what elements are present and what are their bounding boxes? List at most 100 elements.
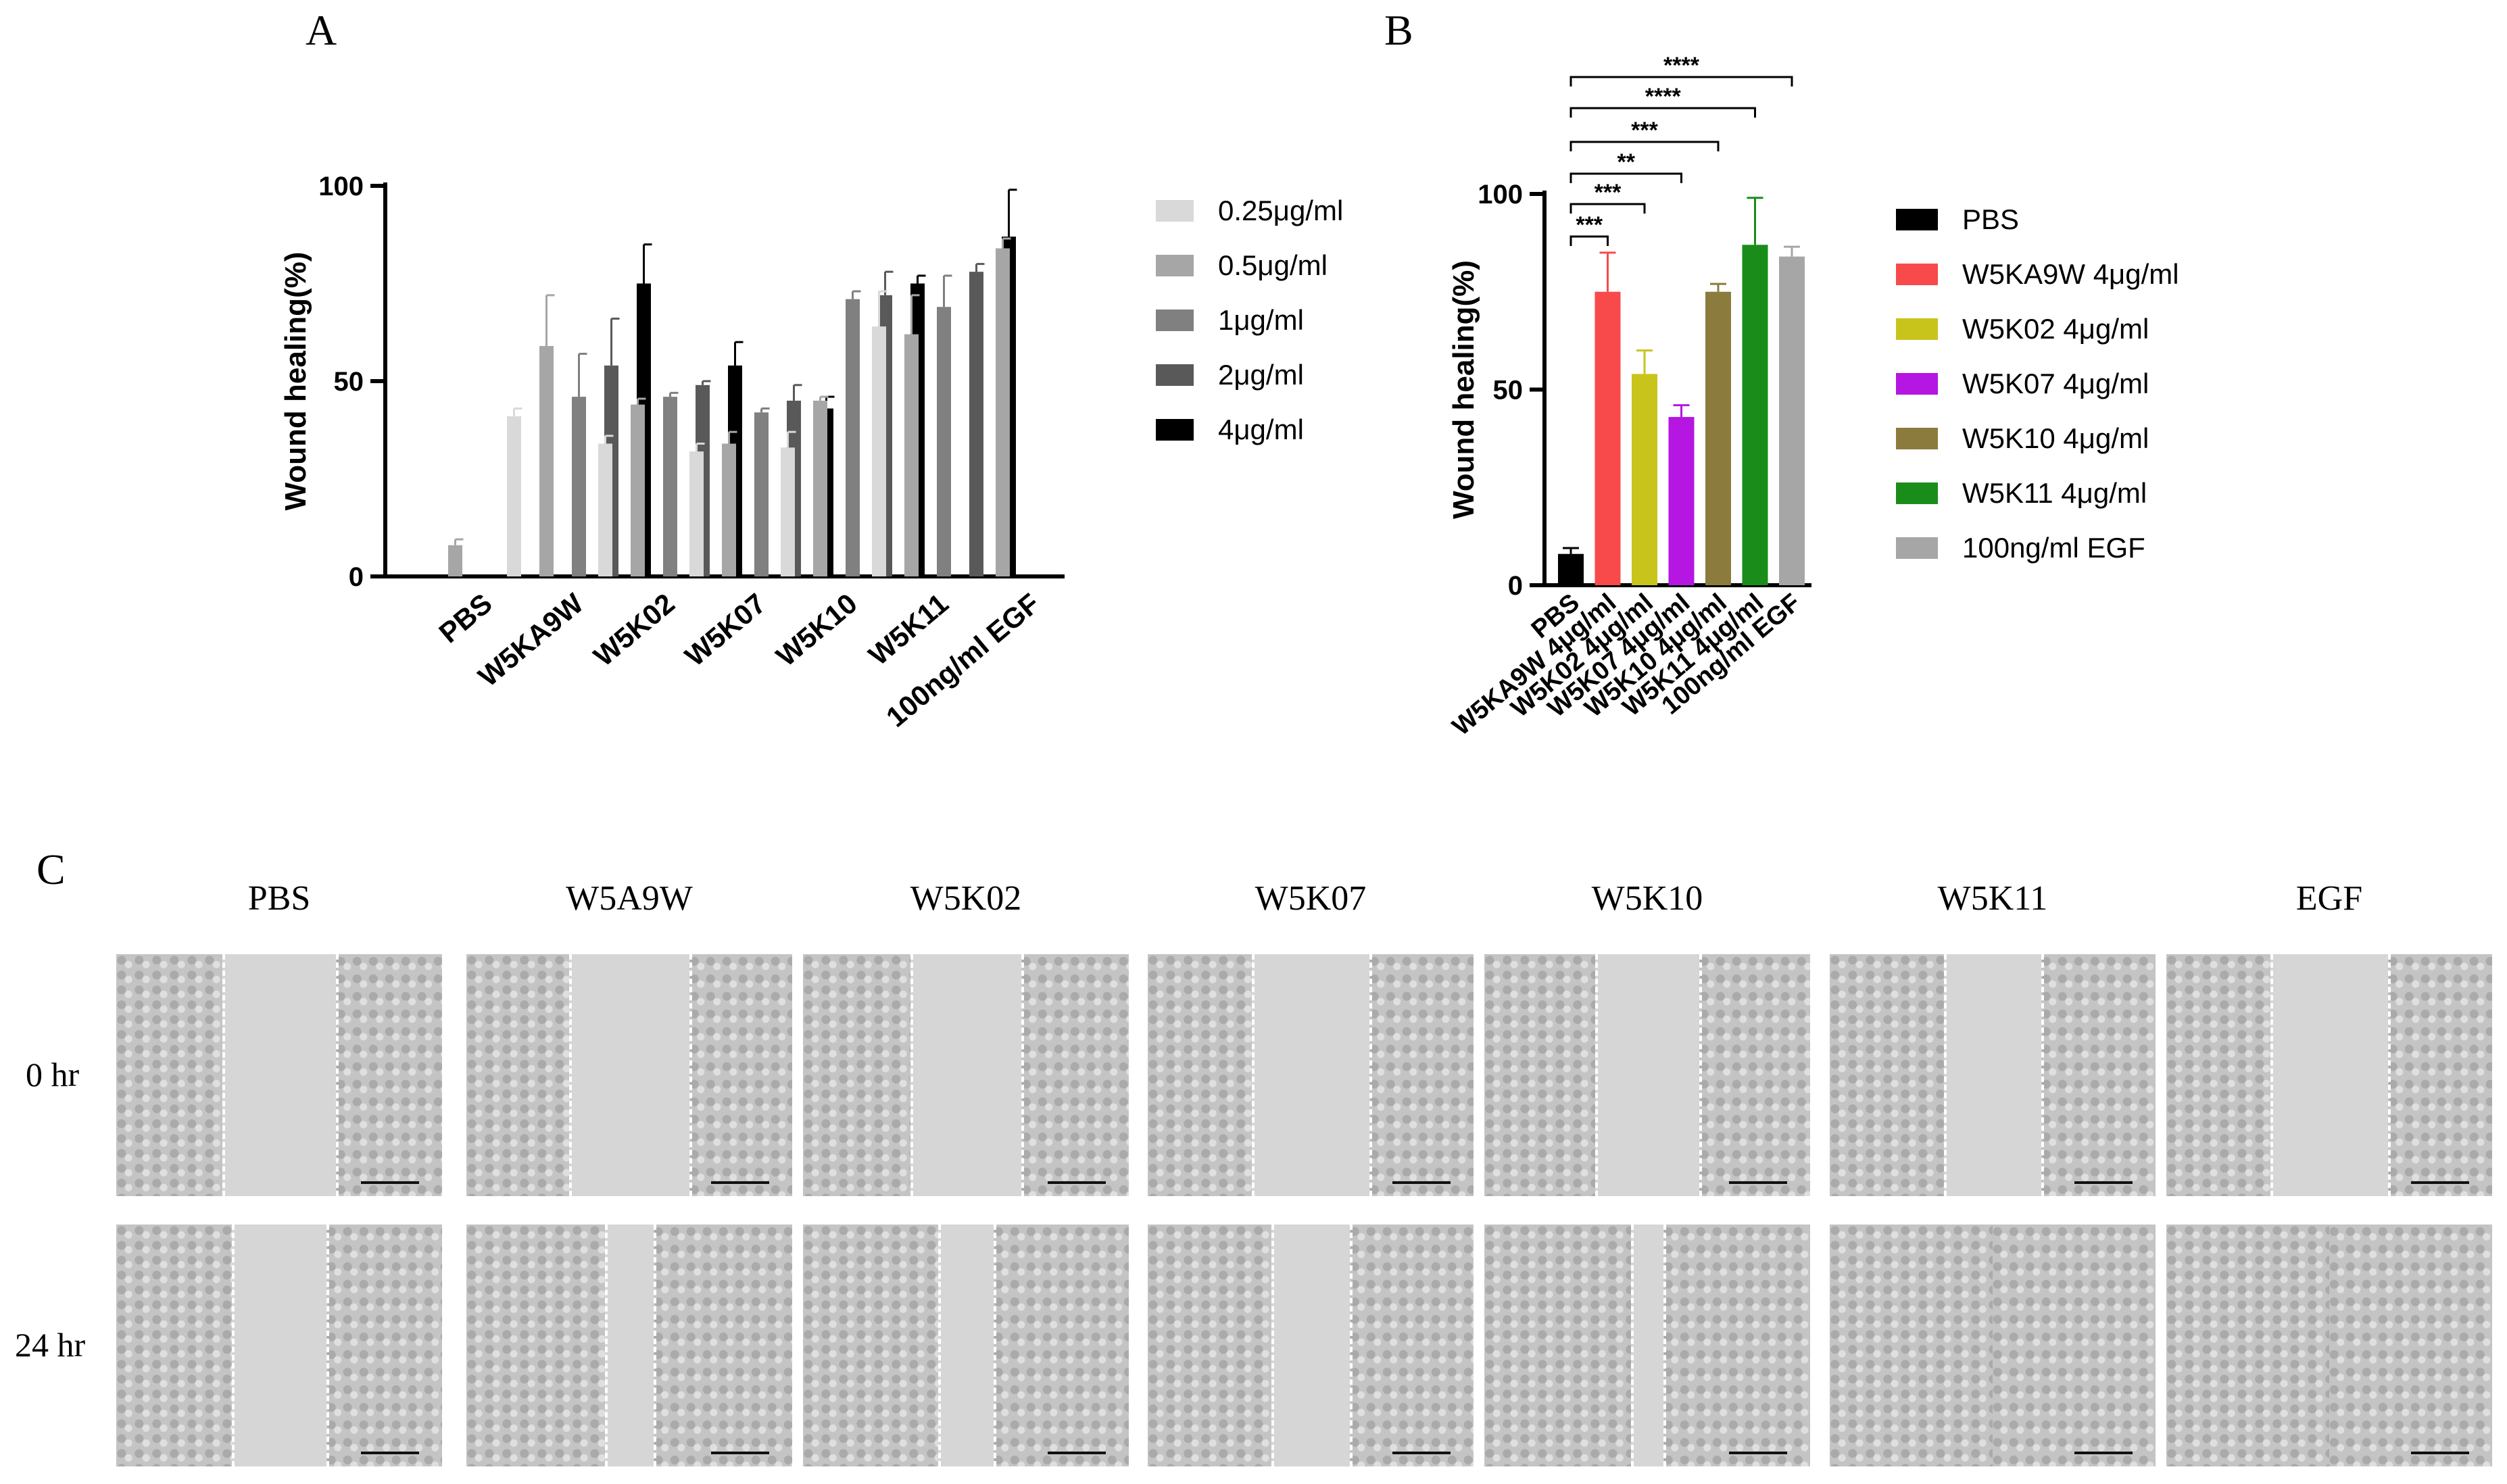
- scale-bar: [1729, 1181, 1787, 1184]
- chart-a-bar: [904, 334, 919, 576]
- chart-a-bar: [872, 326, 886, 576]
- chart-b-legend-swatch: [1896, 264, 1938, 285]
- chart-b-significance-bracket: [1569, 141, 1720, 151]
- wound-edge-line: [1021, 954, 1024, 1196]
- chart-a-legend-label: 1μg/ml: [1218, 304, 1304, 336]
- wound-edge-line: [938, 1225, 942, 1466]
- cell-region: [2329, 1225, 2492, 1466]
- wound-gap: [1252, 954, 1369, 1196]
- chart-a-bar: [969, 272, 983, 576]
- wound-edge-line: [689, 954, 693, 1196]
- micrograph-tile: [116, 954, 442, 1196]
- chart-b-bar: [1742, 245, 1768, 585]
- cell-region: [1830, 1225, 1993, 1466]
- cell-region: [1148, 954, 1252, 1196]
- chart-b-bar: [1705, 291, 1731, 585]
- wound-gap: [568, 954, 690, 1196]
- chart-a-x-tick-label: W5K10: [770, 587, 863, 672]
- chart-b-significance-label: ***: [1595, 180, 1622, 205]
- wound-gap: [1630, 1225, 1664, 1466]
- wound-edge-line: [1699, 954, 1703, 1196]
- micrograph-tile: [1484, 1225, 1810, 1466]
- chart-b-significance-bracket: [1569, 203, 1646, 214]
- wound-gap: [232, 1225, 326, 1466]
- cell-region: [1021, 954, 1129, 1196]
- chart-b-significance-bracket: [1569, 76, 1793, 86]
- chart-a-bar: [937, 307, 951, 576]
- chart-b-bar: [1668, 417, 1695, 585]
- chart-b-legend-swatch: [1896, 373, 1938, 395]
- wound-edge-line: [222, 954, 225, 1196]
- cell-region: [1993, 1225, 2156, 1466]
- chart-b-y-tick-label: 100: [1478, 180, 1523, 209]
- cell-region: [1484, 954, 1595, 1196]
- wound-gap: [1943, 954, 2042, 1196]
- wound-edge-line: [326, 1225, 329, 1466]
- scale-bar: [1729, 1452, 1787, 1454]
- micrograph-tile: [803, 954, 1129, 1196]
- chart-b-y-tick-label: 50: [1493, 376, 1524, 405]
- wound-edge-line: [1630, 1225, 1634, 1466]
- chart-b-bar: [1632, 374, 1657, 585]
- column-label: W5K10: [1591, 879, 1703, 918]
- chart-b-legend-swatch: [1896, 318, 1938, 340]
- row-label: 24 hr: [15, 1326, 86, 1364]
- wound-gap: [604, 1225, 654, 1466]
- wound-edge-line: [910, 954, 914, 1196]
- chart-a-legend-label: 0.5μg/ml: [1218, 249, 1328, 281]
- chart-b-significance-bracket: [1569, 107, 1756, 118]
- cell-region: [654, 1225, 792, 1466]
- wound-edge-line: [1349, 1225, 1353, 1466]
- chart-b-legend-label: PBS: [1962, 203, 2019, 235]
- scale-bar: [2411, 1181, 2469, 1184]
- chart-a-legend-label: 2μg/ml: [1218, 359, 1304, 391]
- cell-region: [326, 1225, 442, 1466]
- chart-a-bar: [781, 447, 795, 576]
- chart-b-legend-label: W5K07 4μg/ml: [1962, 368, 2149, 399]
- cell-region: [1830, 954, 1944, 1196]
- panel-label-b: B: [1384, 6, 1413, 54]
- wound-gap: [2270, 954, 2388, 1196]
- cell-region: [466, 1225, 605, 1466]
- wound-gap: [910, 954, 1021, 1196]
- micrograph-tile: [2166, 954, 2492, 1196]
- chart-a-bar: [598, 443, 612, 576]
- scale-bar: [2074, 1452, 2133, 1454]
- micrograph-tile: [116, 1225, 442, 1466]
- micrograph-grid: PBS W5A9W W5K02 W5K07 W5K10 W5K11 EGF 0 hr 24 hr: [0, 838, 2507, 1484]
- scale-bar: [1392, 1181, 1451, 1184]
- cell-region: [1699, 954, 1810, 1196]
- wound-gap: [938, 1225, 994, 1466]
- cell-region: [993, 1225, 1129, 1466]
- cell-region: [2387, 954, 2492, 1196]
- cell-region: [689, 954, 792, 1196]
- chart-a-bar: [754, 412, 769, 576]
- cell-region: [1148, 1225, 1272, 1466]
- chart-b-y-label: Wound healing(%): [1447, 260, 1480, 519]
- chart-b-significance-bracket: [1569, 235, 1609, 246]
- chart-a-bar: [996, 248, 1010, 576]
- wound-gap: [222, 954, 337, 1196]
- micrograph-tile: [1484, 954, 1810, 1196]
- micrograph-tile: [466, 954, 792, 1196]
- chart-a-legend-swatch: [1156, 310, 1194, 331]
- wound-gap: [1595, 954, 1700, 1196]
- wound-edge-line: [1663, 1225, 1667, 1466]
- scale-bar: [361, 1181, 419, 1184]
- cell-region: [466, 954, 569, 1196]
- wound-edge-line: [654, 1225, 657, 1466]
- cell-region: [116, 1225, 233, 1466]
- micrograph-tile: [803, 1225, 1129, 1466]
- chart-b-bar: [1779, 256, 1805, 585]
- chart-a-x-tick-label: W5K02: [587, 587, 681, 672]
- chart-a-legend-label: 4μg/ml: [1218, 414, 1304, 445]
- cell-region: [1663, 1225, 1810, 1466]
- cell-region: [336, 954, 442, 1196]
- wound-edge-line: [1943, 954, 1947, 1196]
- chart-b-bars: 0 50 100 Wound healing(%) PBS W5KA9W 4μg/ml W5…: [1447, 53, 2179, 741]
- scale-bar: [711, 1181, 769, 1184]
- cell-region: [1349, 1225, 1474, 1466]
- chart-b-y-tick-label: 0: [1508, 571, 1523, 601]
- chart-b-legend-label: W5KA9W 4μg/ml: [1962, 258, 2179, 290]
- chart-a-y-tick-label: 100: [318, 172, 364, 201]
